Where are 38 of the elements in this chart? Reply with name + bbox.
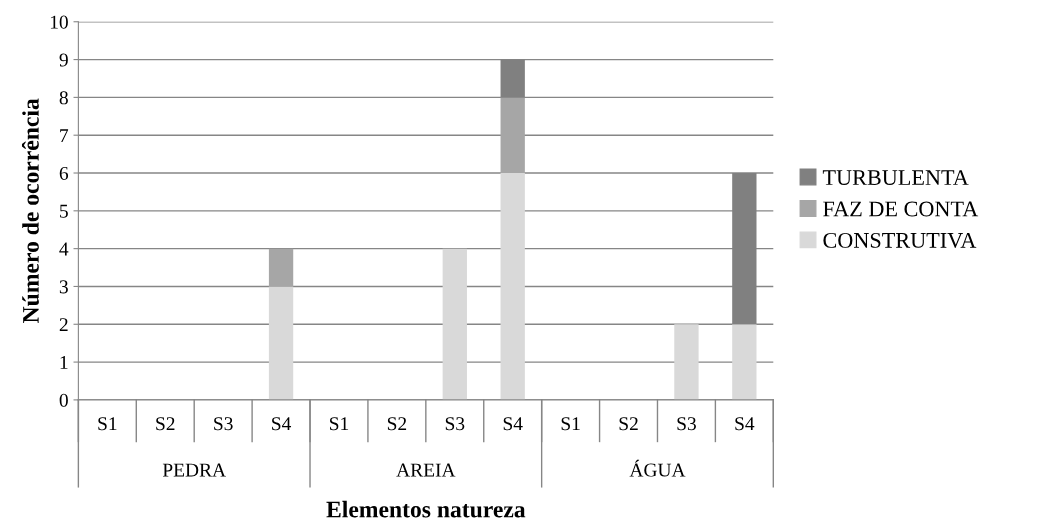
y-tick-label: 10 bbox=[50, 15, 68, 29]
y-tick-label: 6 bbox=[59, 166, 69, 180]
x-tick-label: S3 bbox=[677, 417, 696, 431]
x-tick-label: S4 bbox=[735, 417, 755, 431]
x-tick-label: S2 bbox=[387, 417, 407, 431]
y-tick-label: 0 bbox=[59, 393, 68, 407]
text: ÁGUA bbox=[629, 459, 686, 477]
text: PEDRA bbox=[162, 463, 226, 477]
y-tick-label: 3 bbox=[59, 280, 68, 294]
y-tick-label: 9 bbox=[59, 53, 68, 67]
x-tick-label: S3 bbox=[214, 417, 233, 431]
y-tick-label: 4 bbox=[59, 242, 69, 256]
x-tick-label: S4 bbox=[272, 417, 292, 431]
bar bbox=[674, 324, 699, 400]
x-tick-label: S2 bbox=[156, 417, 175, 431]
x-tick-label: S1 bbox=[561, 417, 580, 431]
y-axis-title: Número de ocorrência bbox=[21, 98, 39, 323]
x-tick-label: S3 bbox=[445, 417, 465, 431]
y-tick-label: 1 bbox=[60, 355, 68, 369]
legend-label: CONSTRUTIVA bbox=[823, 232, 977, 248]
legend-label: FAZ DE CONTA bbox=[823, 201, 979, 217]
legend-label: TURBULENTA bbox=[822, 170, 969, 186]
x-tick-label: S1 bbox=[330, 417, 349, 431]
x-tick-label: S2 bbox=[619, 417, 638, 431]
y-tick-label: 7 bbox=[60, 129, 69, 142]
x-tick-label: S4 bbox=[503, 417, 523, 431]
y-tick-label: 5 bbox=[60, 204, 68, 218]
y-tick-label: 2 bbox=[59, 318, 68, 332]
x-axis-title: Elementos natureza bbox=[326, 500, 526, 518]
x-tick-label: S1 bbox=[98, 417, 117, 431]
bar bbox=[500, 173, 525, 400]
bar bbox=[500, 97, 525, 174]
bar bbox=[268, 286, 294, 400]
bar bbox=[732, 324, 757, 400]
text: AREIA bbox=[396, 463, 456, 477]
bar bbox=[442, 248, 467, 400]
y-tick-label: 8 bbox=[59, 91, 68, 105]
bar bbox=[268, 248, 294, 287]
